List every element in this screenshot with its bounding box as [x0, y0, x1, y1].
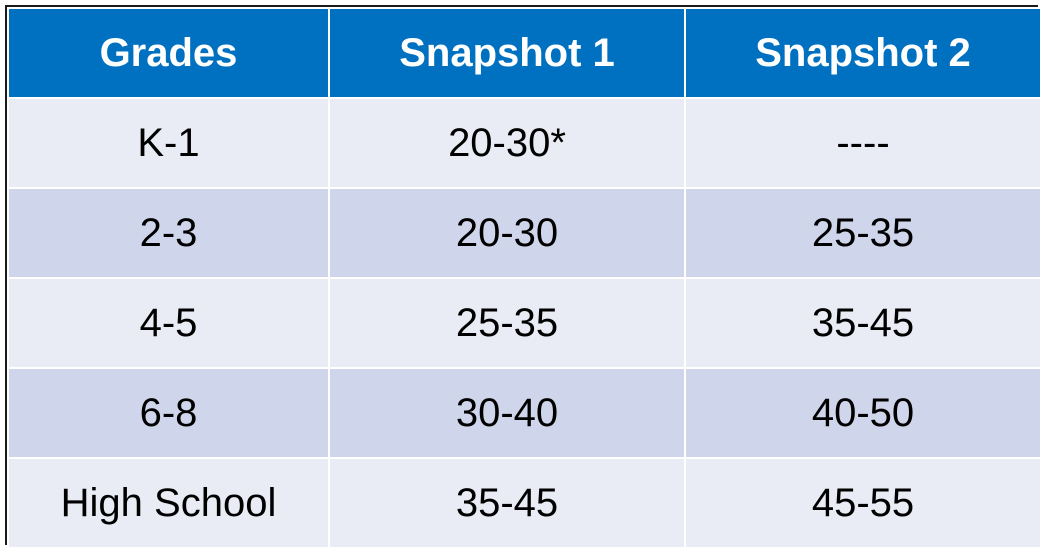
table-cell: High School	[7, 457, 330, 549]
header-cell: Snapshot 2	[684, 7, 1042, 99]
table-cell: 30-40	[328, 367, 686, 459]
table-cell: 35-45	[684, 277, 1042, 369]
table-row: K-1 20-30* ----	[7, 97, 1042, 189]
table-cell: 4-5	[7, 277, 330, 369]
table-cell: 35-45	[328, 457, 686, 549]
table: Grades Snapshot 1 Snapshot 2 K-1 20-30* ----…	[7, 7, 1042, 549]
table-cell: 25-35	[328, 277, 686, 369]
table-cell: 40-50	[684, 367, 1042, 459]
table-row: 4-5 25-35 35-45	[7, 277, 1042, 369]
table-row: High School 35-45 45-55	[7, 457, 1042, 549]
table-row: 6-8 30-40 40-50	[7, 367, 1042, 459]
table-cell: K-1	[7, 97, 330, 189]
header-cell: Grades	[7, 7, 330, 99]
table-cell: ----	[684, 97, 1042, 189]
table-cell: 6-8	[7, 367, 330, 459]
table-cell: 2-3	[7, 187, 330, 279]
table-frame: Grades Snapshot 1 Snapshot 2 K-1 20-30* ----…	[5, 5, 1042, 549]
header-cell: Snapshot 1	[328, 7, 686, 99]
header-row: Grades Snapshot 1 Snapshot 2	[7, 7, 1042, 99]
table-cell: 45-55	[684, 457, 1042, 549]
table-row: 2-3 20-30 25-35	[7, 187, 1042, 279]
table-cell: 25-35	[684, 187, 1042, 279]
table-cell: 20-30	[328, 187, 686, 279]
table-cell: 20-30*	[328, 97, 686, 189]
